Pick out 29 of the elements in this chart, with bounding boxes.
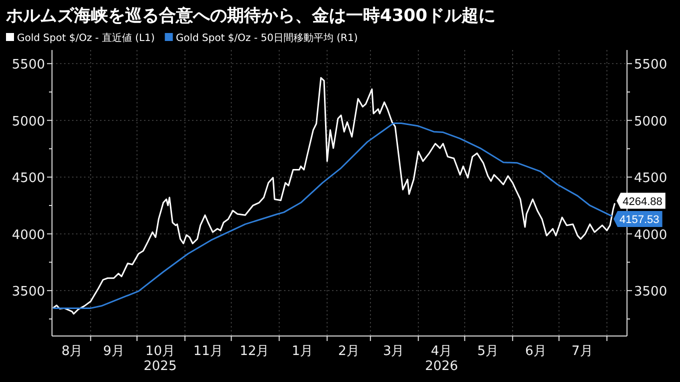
y-tick-label: 5500 [12,58,45,73]
y2-tick-label: 5500 [634,58,668,73]
legend-label: Gold Spot $/Oz - 直近値 (L1) [17,32,155,44]
data-label: 4264.88 [622,196,662,208]
x-tick-label: 6月 [525,344,546,359]
legend-label: Gold Spot $/Oz - 50日間移動平均 (R1) [176,32,358,44]
x-tick-label: 7月 [572,344,593,359]
x-tick-label: 11月 [193,344,223,359]
x-tick-label: 9月 [103,344,124,359]
y2-tick-label: 4000 [634,228,668,243]
x-tick-label: 8月 [61,344,83,359]
data-label: 4157.53 [620,214,660,226]
y2-tick-label: 3500 [634,284,668,300]
x-tick-label: 3月 [382,344,404,359]
line-series [52,77,616,315]
y2-tick-label: 4500 [634,171,668,186]
line-series [52,122,612,309]
x-tick-label: 2月 [338,344,360,359]
y-tick-label: 4500 [12,171,45,186]
y-tick-label: 3500 [12,284,45,300]
x-tick-label: 10月 2025 [144,344,177,374]
chart-title: ホルムズ海峡を巡る合意への期待から、金は一時4300ドル超に [5,6,496,26]
x-tick-label: 12月 [240,344,270,359]
y-tick-label: 5000 [12,114,45,130]
x-tick-label: 5月 [477,344,499,359]
x-tick-label: 4月 2026 [424,344,458,374]
x-tick-label: 1月 [292,344,314,359]
y-tick-label: 4000 [12,228,45,243]
y2-tick-label: 5000 [634,114,668,130]
